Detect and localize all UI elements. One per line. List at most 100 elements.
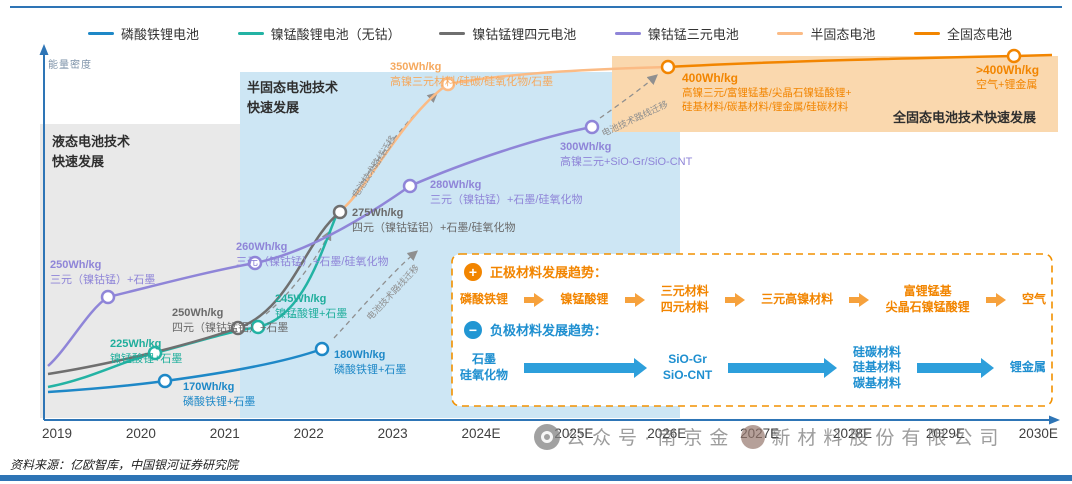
legend-swatch-solidstate — [913, 32, 940, 35]
x-tick: 2022 — [293, 426, 324, 441]
right-arrow-icon — [728, 358, 838, 378]
legend-swatch-quaternary — [439, 32, 466, 35]
watermark: 公众号·南京金 新材料股份有限公司 — [534, 423, 1005, 450]
marker-275 — [332, 204, 348, 220]
plus-icon: + — [464, 262, 482, 281]
label-value: 245Wh/kg — [275, 293, 327, 305]
point-label-260: 260Wh/kg 三元（镍钴锰）+石墨/硅氧化物 — [236, 240, 388, 270]
label-materials: 高镍三元材料/硅碳/硅氧化物/石墨 — [390, 75, 554, 88]
x-tick: 2023 — [377, 426, 408, 441]
point-label-300: 300Wh/kg 高镍三元+SiO-Gr/SiO-CNT — [560, 140, 692, 170]
legend-label: 镍锰酸锂电池（无钴） — [270, 27, 401, 42]
x-tick: 2028E — [833, 426, 873, 441]
legend-label: 半固态电池 — [810, 27, 876, 42]
label-value: 180Wh/kg — [334, 349, 386, 361]
right-arrow-icon — [724, 293, 745, 307]
label-materials: 三元（镍钴锰）+石墨/硅氧化物 — [236, 255, 389, 268]
point-label-180: 180Wh/kg 磷酸铁锂+石墨 — [334, 348, 406, 378]
migration-text-2: 电池技术路线迁移 — [364, 262, 422, 323]
cathode-item: 镍锰酸锂 — [560, 292, 609, 307]
anode-item: 硅碳材料 硅基材料 碳基材料 — [853, 344, 902, 390]
y-axis-label: 能量密度 — [48, 60, 92, 71]
marker-400plus — [1006, 48, 1022, 64]
marker-170 — [157, 373, 173, 389]
cathode-item: 三元高镍材料 — [761, 292, 834, 307]
anode-trend-title: 负极材料发展趋势： — [490, 323, 608, 338]
right-arrow-icon — [849, 293, 870, 307]
cathode-trend-title: 正极材料发展趋势： — [490, 265, 608, 280]
label-materials: 磷酸铁锂+石墨 — [183, 395, 256, 408]
cathode-item: 磷酸铁锂 — [460, 292, 509, 307]
round-logo-icon — [741, 424, 766, 449]
legend-swatch-lfp — [88, 32, 114, 35]
label-value: 400Wh/kg — [682, 71, 739, 85]
point-label-400: 400Wh/kg 高镍三元/富锂锰基/尖晶石镍锰酸锂+ 硅基材料/碳基材料/锂金… — [682, 70, 851, 115]
region-title-solidstate: 全固态电池技术快速发展 — [893, 110, 1037, 125]
camera-icon — [534, 423, 560, 450]
legend-item-quaternary: 镍钴锰锂四元电池 — [439, 24, 576, 43]
top-border-line — [10, 6, 1062, 8]
label-value: 275Wh/kg — [352, 207, 404, 219]
label-value: 280Wh/kg — [430, 179, 482, 191]
watermark-text-right: 新材料股份有限公司 — [771, 428, 1006, 449]
source-note: 资料来源：亿欧智库，中国银河证券研究院 — [10, 458, 239, 472]
anode-trend-header: − 负极材料发展趋势： — [464, 320, 607, 339]
x-tick: 2026E — [647, 426, 687, 441]
migration-text-3: 电池技术路线迁移 — [600, 98, 670, 139]
x-tick: 2029E — [925, 426, 965, 441]
right-arrow-icon — [523, 358, 647, 378]
cathode-item: 三元材料 四元材料 — [660, 284, 709, 314]
label-materials: 四元（镍钴锰铝）+石墨 — [172, 321, 289, 334]
point-label-225: 225Wh/kg 镍锰酸锂+石墨 — [110, 337, 182, 367]
marker-250-ternary — [100, 289, 116, 305]
marker-280 — [402, 178, 418, 194]
y-axis-arrow — [39, 44, 49, 55]
region-title-semisolid: 半固态电池技术 快速发展 — [247, 80, 339, 115]
label-value: 250Wh/kg — [172, 307, 224, 319]
anode-trend-chain: 石墨 硅氧化物 SiO-Gr SiO-CNT 硅碳材料 硅基材料 碳基材料 锂金… — [460, 340, 1046, 396]
legend-label: 镍钴锰三元电池 — [647, 27, 739, 42]
legend-item-ternary: 镍钴锰三元电池 — [614, 24, 739, 43]
label-materials-line2: 高镍三元/富锂锰基/尖晶石镍锰酸锂+ — [682, 87, 852, 100]
legend-item-semisolid: 半固态电池 — [777, 24, 875, 43]
cathode-trend-header: + 正极材料发展趋势： — [464, 262, 607, 281]
label-value: 260Wh/kg — [236, 241, 288, 253]
legend-label: 全固态电池 — [946, 27, 1012, 42]
anode-item: 锂金属 — [1009, 360, 1046, 375]
point-label-245: 245Wh/kg 镍锰酸锂+石墨 — [275, 292, 347, 322]
label-materials: 三元（镍钴锰）+石墨 — [50, 273, 156, 286]
legend-item-solidstate: 全固态电池 — [913, 24, 1012, 43]
anode-item: SiO-Gr SiO-CNT — [662, 352, 713, 382]
right-arrow-icon — [985, 293, 1006, 307]
point-label-275: 275Wh/kg 四元（镍钴锰铝）+石墨/硅氧化物 — [352, 206, 515, 236]
cathode-item: 空气 — [1021, 292, 1046, 307]
marker-400 — [660, 59, 676, 75]
point-label-250-ternary: 250Wh/kg 三元（镍钴锰）+石墨 — [50, 258, 155, 288]
label-value: >400Wh/kg — [976, 63, 1040, 77]
anode-item: 石墨 硅氧化物 — [460, 352, 509, 382]
bottom-border-line — [0, 475, 1072, 481]
minus-icon: − — [464, 320, 482, 339]
right-arrow-icon — [624, 293, 645, 307]
label-materials: 四元（镍钴锰铝）+石墨/硅氧化物 — [352, 221, 516, 234]
watermark-text-left: 公众号·南京金 — [566, 428, 736, 449]
legend-item-lfp: 磷酸铁锂电池 — [88, 24, 199, 43]
x-axis-arrow — [1049, 415, 1060, 425]
label-value: 350Wh/kg — [390, 61, 442, 73]
legend-label: 磷酸铁锂电池 — [121, 27, 200, 42]
label-materials: 镍锰酸锂+石墨 — [275, 307, 348, 320]
legend-swatch-lnmo — [237, 32, 264, 35]
point-label-400plus: >400Wh/kg 空气+锂金属 — [976, 62, 1039, 93]
right-arrow-icon — [524, 293, 545, 307]
x-tick: 2024E — [461, 426, 501, 441]
x-tick: 2019 — [42, 426, 73, 441]
label-materials: 镍锰酸锂+石墨 — [110, 352, 183, 365]
legend-swatch-semisolid — [777, 32, 804, 35]
point-label-170: 170Wh/kg 磷酸铁锂+石墨 — [183, 380, 255, 410]
x-tick: 2025E — [554, 426, 594, 441]
label-materials-line3: 硅基材料/碳基材料/锂金属/硅碳材料 — [682, 101, 849, 114]
cathode-item: 富锂锰基 尖晶石镍锰酸锂 — [885, 284, 970, 314]
legend-item-lnmo: 镍锰酸锂电池（无钴） — [237, 24, 401, 43]
legend-label: 镍钴锰锂四元电池 — [472, 27, 577, 42]
